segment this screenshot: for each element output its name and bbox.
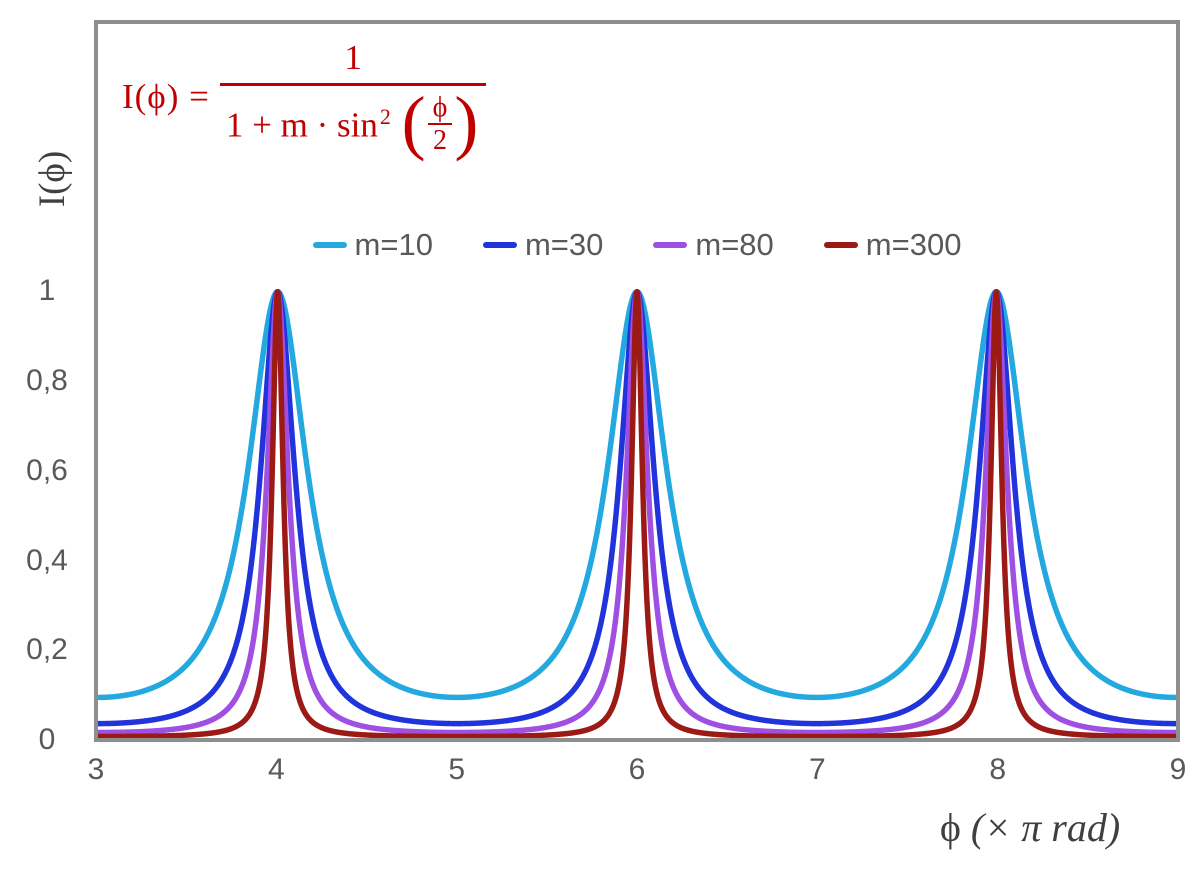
legend-item-m-80: m=80 bbox=[653, 227, 774, 263]
x-axis-title-unit: (× π rad) bbox=[960, 805, 1121, 850]
x-tick-label: 3 bbox=[87, 753, 105, 786]
right-paren: ) bbox=[454, 81, 479, 162]
formula-numerator: 1 bbox=[344, 38, 362, 77]
y-tick-label: 0,6 bbox=[26, 453, 68, 487]
y-tick-label: 0 bbox=[38, 723, 56, 756]
curve-m-300 bbox=[98, 289, 1176, 738]
x-tick-label: 7 bbox=[808, 753, 826, 786]
legend-label: m=300 bbox=[865, 227, 962, 262]
formula-denominator: 1 + m · sin2 ( ϕ 2 ) bbox=[219, 81, 487, 162]
inner-denominator: 2 bbox=[427, 123, 452, 156]
y-tick-label: 0,4 bbox=[26, 543, 68, 577]
x-tick-label: 9 bbox=[1169, 753, 1187, 786]
formula-denominator-text: 1 + m · sin2 bbox=[225, 103, 391, 145]
formula-lhs: I(ϕ) = bbox=[122, 76, 210, 116]
legend-label: m=80 bbox=[695, 227, 774, 262]
legend-item-m-300: m=300 bbox=[823, 227, 962, 263]
legend-item-m-10: m=10 bbox=[312, 227, 433, 263]
x-axis-title: ϕ (× π rad) bbox=[880, 804, 1180, 851]
y-tick-label: 1 bbox=[38, 274, 56, 308]
inner-numerator: ϕ bbox=[432, 92, 448, 123]
legend-item-m-30: m=30 bbox=[482, 227, 604, 263]
y-axis-title: I(ϕ) bbox=[32, 150, 73, 208]
curve-m-80 bbox=[98, 289, 1176, 736]
legend-swatch bbox=[482, 242, 517, 248]
x-tick-label: 5 bbox=[448, 753, 465, 786]
x-tick-label: 6 bbox=[628, 753, 646, 786]
plot-svg bbox=[98, 289, 1176, 738]
legend-swatch bbox=[823, 242, 858, 248]
plot-area bbox=[94, 20, 1180, 742]
formula-fraction: 1 1 + m · sin2 ( ϕ 2 ) bbox=[219, 38, 487, 162]
formula-inner-fraction: ϕ 2 bbox=[427, 92, 453, 156]
x-axis-title-symbol: ϕ bbox=[939, 805, 961, 850]
x-tick-label: 4 bbox=[267, 753, 285, 786]
formula: I(ϕ) = 1 1 + m · sin2 ( ϕ 2 ) bbox=[122, 38, 487, 162]
formula-exponent: 2 bbox=[379, 103, 391, 129]
y-tick-label: 0,2 bbox=[26, 633, 68, 667]
legend-swatch bbox=[312, 242, 347, 248]
y-tick-label: 0,8 bbox=[26, 364, 68, 397]
legend-swatch bbox=[653, 242, 688, 248]
legend-label: m=10 bbox=[354, 227, 433, 262]
legend-label: m=30 bbox=[524, 227, 604, 262]
legend: m=10 m=30 m=80 m=300 bbox=[94, 227, 1180, 263]
x-tick-label: 8 bbox=[989, 753, 1006, 786]
left-paren: ( bbox=[401, 81, 426, 162]
